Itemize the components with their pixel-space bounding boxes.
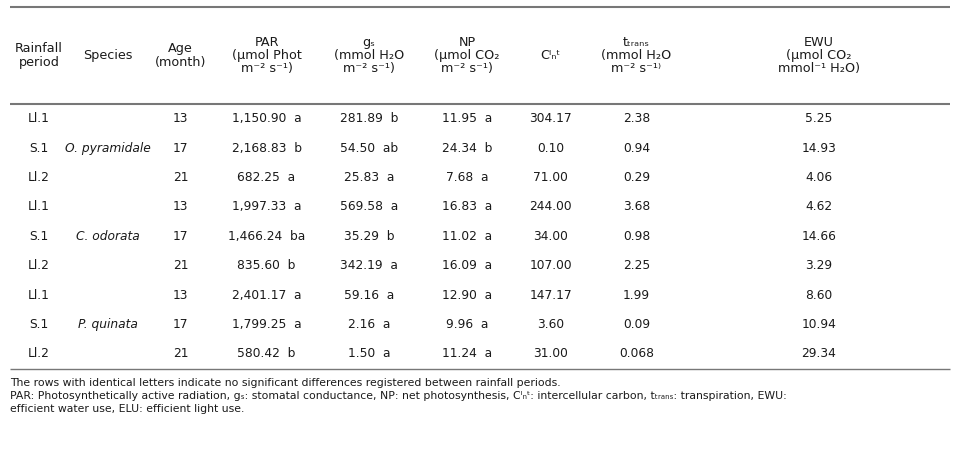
Text: 17: 17 [173, 318, 188, 331]
Text: O. pyramidale: O. pyramidale [65, 141, 151, 155]
Text: 25.83  a: 25.83 a [344, 171, 395, 184]
Text: 0.09: 0.09 [623, 318, 650, 331]
Text: 54.50  ab: 54.50 ab [340, 141, 398, 155]
Text: efficient water use, ELU: efficient light use.: efficient water use, ELU: efficient ligh… [10, 404, 245, 414]
Text: 17: 17 [173, 141, 188, 155]
Text: 21: 21 [173, 347, 188, 360]
Text: period: period [18, 56, 60, 69]
Text: 0.068: 0.068 [619, 347, 654, 360]
Text: 14.93: 14.93 [802, 141, 836, 155]
Text: Ll.1: Ll.1 [28, 112, 50, 125]
Text: 1,799.25  a: 1,799.25 a [231, 318, 301, 331]
Text: 569.58  a: 569.58 a [340, 201, 398, 213]
Text: 13: 13 [173, 112, 188, 125]
Text: 342.19  a: 342.19 a [340, 259, 398, 272]
Text: gₛ: gₛ [363, 36, 375, 49]
Text: NP: NP [458, 36, 475, 49]
Text: 304.17: 304.17 [529, 112, 572, 125]
Text: 11.02  a: 11.02 a [442, 230, 492, 243]
Text: PAR: Photosynthetically active radiation, gₛ: stomatal conductance, NP: net phot: PAR: Photosynthetically active radiation… [10, 391, 787, 401]
Text: 5.25: 5.25 [805, 112, 832, 125]
Text: 2,401.17  a: 2,401.17 a [231, 289, 301, 302]
Text: 16.83  a: 16.83 a [442, 201, 492, 213]
Text: 3.68: 3.68 [623, 201, 650, 213]
Text: 9.96  a: 9.96 a [445, 318, 489, 331]
Text: S.1: S.1 [30, 230, 49, 243]
Text: m⁻² s⁻¹): m⁻² s⁻¹) [441, 62, 492, 75]
Text: Cᴵₙᵗ: Cᴵₙᵗ [540, 49, 561, 62]
Text: 14.66: 14.66 [802, 230, 836, 243]
Text: 0.94: 0.94 [623, 141, 650, 155]
Text: 1.50  a: 1.50 a [348, 347, 391, 360]
Text: 13: 13 [173, 289, 188, 302]
Text: 244.00: 244.00 [529, 201, 572, 213]
Text: 4.06: 4.06 [805, 171, 832, 184]
Text: 0.98: 0.98 [623, 230, 650, 243]
Text: 281.89  b: 281.89 b [340, 112, 398, 125]
Text: 835.60  b: 835.60 b [237, 259, 296, 272]
Text: 1.99: 1.99 [623, 289, 650, 302]
Text: (mmol H₂O: (mmol H₂O [601, 49, 672, 62]
Text: 3.60: 3.60 [537, 318, 564, 331]
Text: (mmol H₂O: (mmol H₂O [334, 49, 404, 62]
Text: 7.68  a: 7.68 a [445, 171, 489, 184]
Text: Age: Age [168, 42, 193, 56]
Text: (μmol Phot: (μmol Phot [231, 49, 301, 62]
Text: 16.09  a: 16.09 a [442, 259, 492, 272]
Text: Species: Species [84, 49, 132, 62]
Text: 29.34: 29.34 [802, 347, 836, 360]
Text: C. odorata: C. odorata [76, 230, 140, 243]
Text: 0.29: 0.29 [623, 171, 650, 184]
Text: 21: 21 [173, 171, 188, 184]
Text: 107.00: 107.00 [529, 259, 572, 272]
Text: 1,466.24  ba: 1,466.24 ba [228, 230, 305, 243]
Text: 11.95  a: 11.95 a [442, 112, 492, 125]
Text: m⁻² s⁻¹): m⁻² s⁻¹) [343, 62, 395, 75]
Text: EWU: EWU [804, 36, 834, 49]
Text: 21: 21 [173, 259, 188, 272]
Text: S.1: S.1 [30, 141, 49, 155]
Text: 2,168.83  b: 2,168.83 b [231, 141, 301, 155]
Text: Ll.2: Ll.2 [28, 171, 50, 184]
Text: Ll.1: Ll.1 [28, 201, 50, 213]
Text: 35.29  b: 35.29 b [344, 230, 395, 243]
Text: tₜᵣₐₙₛ: tₜᵣₐₙₛ [623, 36, 650, 49]
Text: 1,997.33  a: 1,997.33 a [231, 201, 301, 213]
Text: The rows with identical letters indicate no significant differences registered b: The rows with identical letters indicate… [10, 378, 561, 388]
Text: S.1: S.1 [30, 318, 49, 331]
Text: 1,150.90  a: 1,150.90 a [231, 112, 301, 125]
Text: 71.00: 71.00 [533, 171, 568, 184]
Text: 4.62: 4.62 [805, 201, 832, 213]
Text: (μmol CO₂: (μmol CO₂ [786, 49, 852, 62]
Text: 59.16  a: 59.16 a [344, 289, 395, 302]
Text: 2.16  a: 2.16 a [348, 318, 390, 331]
Text: mmol⁻¹ H₂O): mmol⁻¹ H₂O) [778, 62, 860, 75]
Text: 0.10: 0.10 [537, 141, 564, 155]
Text: (μmol CO₂: (μmol CO₂ [434, 49, 500, 62]
Text: 31.00: 31.00 [533, 347, 568, 360]
Text: 580.42  b: 580.42 b [237, 347, 296, 360]
Text: 3.29: 3.29 [805, 259, 832, 272]
Text: 12.90  a: 12.90 a [442, 289, 492, 302]
Text: 2.38: 2.38 [623, 112, 650, 125]
Text: 17: 17 [173, 230, 188, 243]
Text: 8.60: 8.60 [805, 289, 832, 302]
Text: 11.24  a: 11.24 a [442, 347, 492, 360]
Text: Ll.1: Ll.1 [28, 289, 50, 302]
Text: 2.25: 2.25 [623, 259, 650, 272]
Text: 13: 13 [173, 201, 188, 213]
Text: PAR: PAR [254, 36, 278, 49]
Text: P. quinata: P. quinata [78, 318, 138, 331]
Text: Ll.2: Ll.2 [28, 347, 50, 360]
Text: m⁻² s⁻¹): m⁻² s⁻¹) [241, 62, 293, 75]
Text: 147.17: 147.17 [529, 289, 572, 302]
Text: (month): (month) [155, 56, 206, 69]
Text: 10.94: 10.94 [802, 318, 836, 331]
Text: Ll.2: Ll.2 [28, 259, 50, 272]
Text: m⁻² s⁻¹⁾: m⁻² s⁻¹⁾ [612, 62, 661, 75]
Text: Rainfall: Rainfall [15, 42, 63, 56]
Text: 682.25  a: 682.25 a [237, 171, 296, 184]
Text: 34.00: 34.00 [533, 230, 568, 243]
Text: 24.34  b: 24.34 b [442, 141, 492, 155]
